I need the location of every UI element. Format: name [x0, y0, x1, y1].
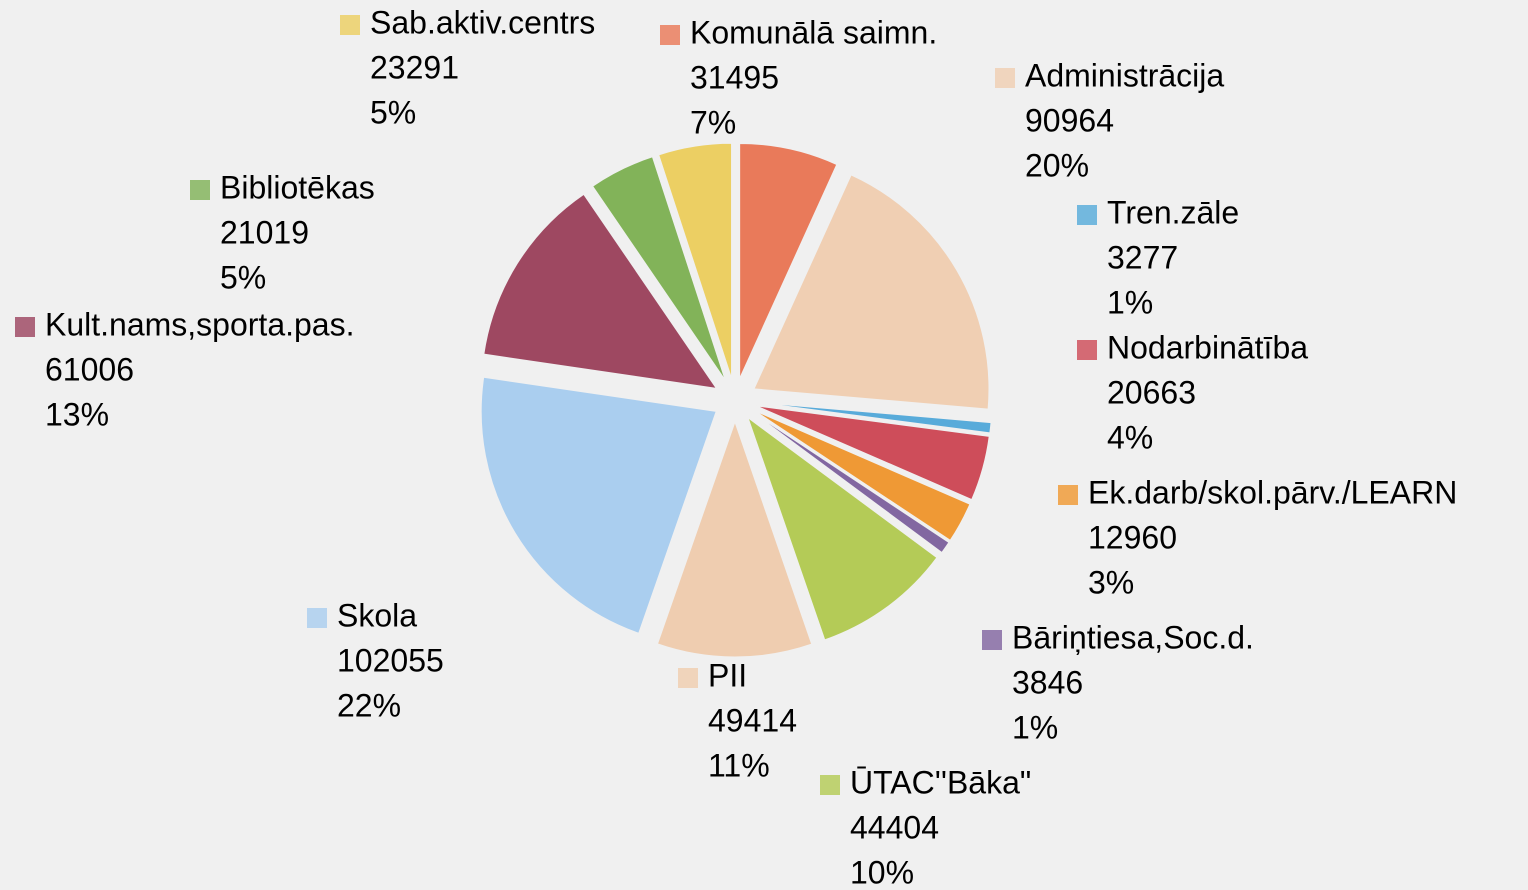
pie-slice	[747, 416, 938, 641]
pie-slice	[754, 410, 971, 542]
slice-percent: 20%	[1025, 147, 1089, 183]
legend-swatch	[15, 317, 35, 337]
slice-name: Kult.nams,sporta.pas.	[45, 306, 354, 342]
legend-swatch	[190, 180, 210, 200]
pie-slice	[756, 401, 992, 434]
pie-slice	[656, 420, 813, 658]
pie-slice	[739, 142, 838, 379]
slice-name: Administrācija	[1025, 57, 1224, 93]
legend-swatch	[660, 25, 680, 45]
slice-value: 44404	[850, 809, 939, 845]
pie-slice	[480, 376, 717, 634]
pie-slice	[591, 156, 726, 381]
slice-value: 3846	[1012, 664, 1083, 700]
slice-name: Komunālā saimn.	[690, 14, 937, 50]
slice-percent: 22%	[337, 687, 401, 723]
slice-percent: 5%	[370, 94, 416, 130]
slice-name: Bibliotēkas	[220, 169, 375, 205]
pie-slice	[753, 174, 990, 410]
slice-value: 102055	[337, 642, 444, 678]
slice-name: Ek.darb/skol.pārv./LEARN	[1088, 474, 1457, 510]
slice-name: ŪTAC''Bāka"	[850, 764, 1031, 800]
slice-value: 90964	[1025, 102, 1114, 138]
slice-name: Bāriņtiesa,Soc.d.	[1012, 619, 1254, 655]
legend-swatch	[678, 668, 698, 688]
pie-slice	[752, 412, 950, 554]
slice-value: 20663	[1107, 374, 1196, 410]
slice-percent: 11%	[708, 747, 770, 783]
slice-percent: 1%	[1012, 709, 1058, 745]
slice-value: 49414	[708, 702, 797, 738]
legend-swatch	[340, 15, 360, 35]
pie-slice	[483, 193, 718, 390]
slice-value: 31495	[690, 59, 779, 95]
slice-name: PII	[708, 657, 747, 693]
slice-value: 12960	[1088, 519, 1177, 555]
pie-slice	[658, 142, 733, 379]
slice-value: 3277	[1107, 239, 1178, 275]
slice-percent: 3%	[1088, 564, 1134, 600]
legend-swatch	[307, 608, 327, 628]
slice-percent: 10%	[850, 854, 914, 890]
slice-percent: 13%	[45, 396, 109, 432]
slice-value: 23291	[370, 49, 459, 85]
legend-swatch	[1077, 340, 1097, 360]
slice-name: Sab.aktiv.centrs	[370, 4, 595, 40]
slice-value: 21019	[220, 214, 309, 250]
slice-name: Nodarbinātība	[1107, 329, 1308, 365]
legend-swatch	[995, 68, 1015, 88]
legend-swatch	[1058, 485, 1078, 505]
legend-swatch	[1077, 205, 1097, 225]
pie-slice	[756, 405, 990, 501]
slice-percent: 5%	[220, 259, 266, 295]
legend-swatch	[982, 630, 1002, 650]
slice-name: Tren.zāle	[1107, 194, 1239, 230]
slice-name: Skola	[337, 597, 417, 633]
legend-swatch	[820, 775, 840, 795]
slice-percent: 1%	[1107, 284, 1153, 320]
slice-percent: 4%	[1107, 419, 1153, 455]
slice-percent: 7%	[690, 104, 736, 140]
slice-value: 61006	[45, 351, 134, 387]
